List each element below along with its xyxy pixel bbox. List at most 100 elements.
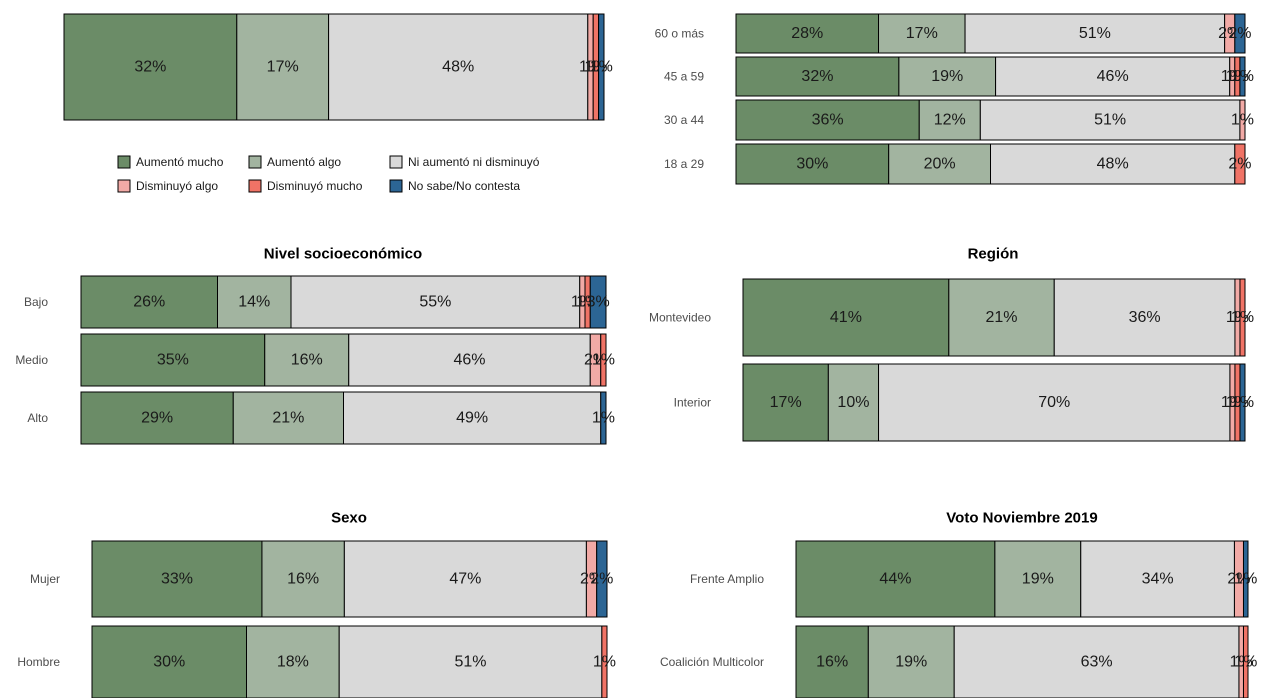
category-label-sexo: Mujer — [30, 572, 60, 586]
data-label: 47% — [449, 571, 481, 588]
bar-segment-aumento_mucho — [735, 13, 880, 54]
data-label: 1% — [590, 59, 613, 76]
data-label: 63% — [1081, 654, 1113, 671]
bar-segment-dism_algo — [1239, 99, 1246, 141]
bar-segment-aumento_mucho — [742, 363, 829, 442]
chart-title-nse: Nivel socioeconómico — [264, 246, 422, 263]
category-label-voto: Frente Amplio — [690, 572, 764, 586]
data-label: 1% — [1231, 309, 1254, 326]
data-label: 51% — [1094, 112, 1126, 129]
data-label: 17% — [906, 25, 938, 42]
bar-segment-aumento_mucho — [80, 391, 234, 445]
bar-segment-aumento_mucho — [795, 540, 996, 618]
legend-swatch-aumento_algo — [248, 155, 262, 169]
bar-segment-ni — [343, 540, 587, 618]
bar-segment-dism_mucho — [600, 333, 607, 387]
category-label-sexo: Hombre — [17, 655, 60, 669]
data-label: 2% — [1228, 25, 1251, 42]
data-label: 46% — [453, 352, 485, 369]
legend-label-aumento_mucho: Aumentó mucho — [136, 155, 224, 169]
data-label: 1% — [593, 654, 616, 671]
bar-segment-aumento_mucho — [91, 540, 263, 618]
bar-segment-ni — [1053, 278, 1236, 357]
legend-label-ni: Ni aumentó ni disminuyó — [408, 155, 540, 169]
data-label: 55% — [419, 294, 451, 311]
bar-segment-ni — [348, 333, 591, 387]
bar-segment-aumento_mucho — [735, 143, 890, 185]
category-label-nse: Bajo — [24, 295, 48, 309]
legend-swatch-dism_mucho — [248, 179, 262, 193]
data-label: 21% — [272, 410, 304, 427]
data-label: 12% — [934, 112, 966, 129]
bar-segment-nsnc — [1239, 56, 1246, 97]
data-label: 48% — [442, 59, 474, 76]
data-label: 48% — [1097, 156, 1129, 173]
data-label: 3% — [587, 294, 610, 311]
chart-title-sexo: Sexo — [331, 510, 367, 527]
bar-segment-aumento_algo — [898, 56, 997, 97]
data-label: 2% — [590, 571, 613, 588]
bar-segment-ni — [343, 391, 602, 445]
data-label: 2% — [1228, 156, 1251, 173]
category-label-nse: Alto — [27, 411, 48, 425]
bar-segment-aumento_algo — [246, 625, 340, 698]
bar-segment-ni — [979, 99, 1241, 141]
legend-swatch-aumento_mucho — [117, 155, 131, 169]
bar-segment-nsnc — [1234, 13, 1246, 54]
bar-segment-nsnc — [596, 540, 608, 618]
bar-segment-aumento_algo — [217, 275, 292, 329]
data-label: 19% — [931, 68, 963, 85]
bar-segment-aumento_algo — [236, 13, 330, 121]
bar-segment-aumento_mucho — [80, 333, 266, 387]
legend-label-aumento_algo: Aumentó algo — [267, 155, 341, 169]
data-label: 30% — [153, 654, 185, 671]
data-label: 1% — [1234, 654, 1257, 671]
legend-swatch-nsnc — [389, 179, 403, 193]
data-label: 19% — [895, 654, 927, 671]
bar-segment-ni — [1080, 540, 1235, 618]
data-label: 21% — [986, 309, 1018, 326]
data-label: 33% — [161, 571, 193, 588]
data-label: 16% — [816, 654, 848, 671]
category-label-edad: 18 a 29 — [664, 157, 704, 171]
bar-segment-dism_mucho — [1234, 143, 1246, 185]
category-label-region: Montevideo — [649, 311, 711, 325]
data-label: 19% — [1022, 571, 1054, 588]
data-label: 20% — [924, 156, 956, 173]
bar-segment-ni — [953, 625, 1240, 698]
data-label: 1% — [1231, 394, 1254, 411]
data-label: 18% — [277, 654, 309, 671]
data-label: 35% — [157, 352, 189, 369]
data-label: 28% — [791, 25, 823, 42]
data-label: 16% — [287, 571, 319, 588]
bar-segment-dism_mucho — [1239, 278, 1246, 357]
data-label: 41% — [830, 309, 862, 326]
bar-segment-nsnc — [598, 13, 605, 121]
bar-segment-aumento_algo — [888, 143, 992, 185]
data-label: 1% — [592, 352, 615, 369]
bar-segment-ni — [328, 13, 589, 121]
legend-label-nsnc: No sabe/No contesta — [408, 179, 520, 193]
bar-segment-nsnc — [1242, 540, 1249, 618]
data-label: 36% — [812, 112, 844, 129]
bar-segment-aumento_mucho — [735, 56, 900, 97]
bar-segment-aumento_algo — [948, 278, 1055, 357]
bar-segment-aumento_algo — [867, 625, 955, 698]
legend-swatch-dism_algo — [117, 179, 131, 193]
category-label-nse: Medio — [15, 353, 48, 367]
bar-segment-aumento_mucho — [795, 625, 869, 698]
category-label-edad: 45 a 59 — [664, 70, 704, 84]
bar-segment-nsnc — [1239, 363, 1246, 442]
bar-segment-dism_mucho — [601, 625, 608, 698]
bar-segment-aumento_mucho — [63, 13, 238, 121]
data-label: 10% — [837, 394, 869, 411]
data-label: 32% — [801, 68, 833, 85]
data-label: 32% — [134, 59, 166, 76]
bar-segment-aumento_algo — [261, 540, 345, 618]
data-label: 36% — [1129, 309, 1161, 326]
data-label: 44% — [879, 571, 911, 588]
data-label: 51% — [455, 654, 487, 671]
data-label: 1% — [1231, 68, 1254, 85]
data-label: 1% — [592, 410, 615, 427]
